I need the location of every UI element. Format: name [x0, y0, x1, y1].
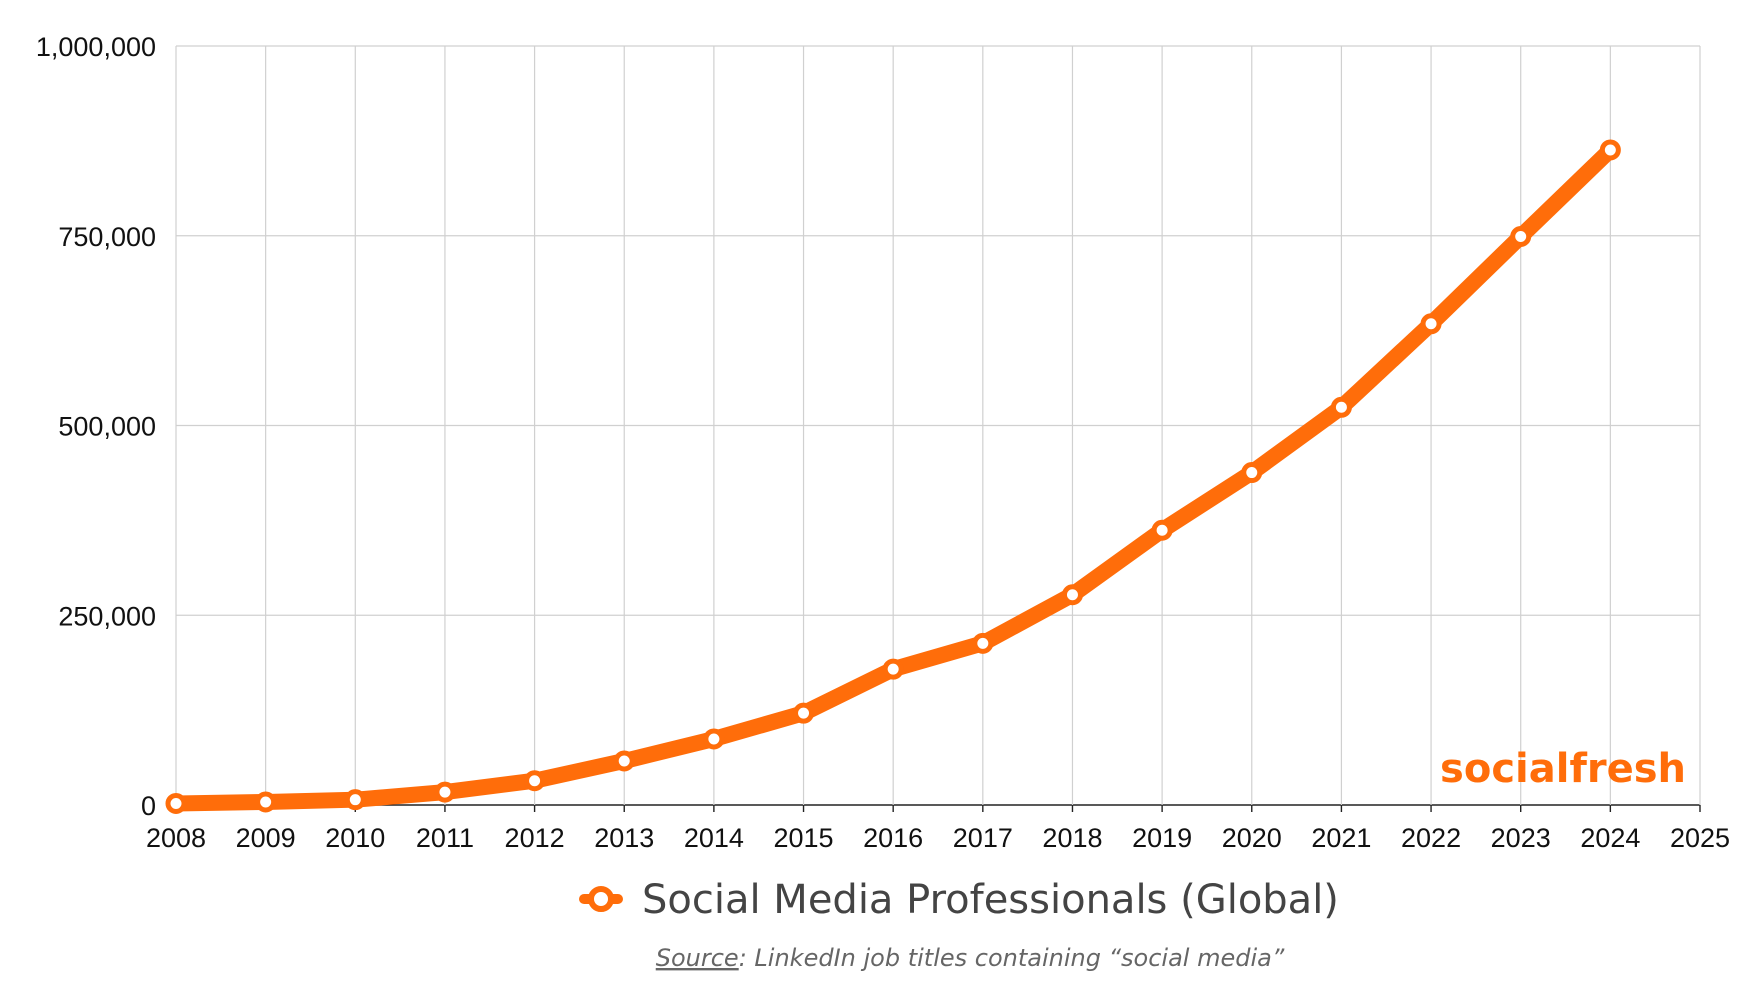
x-tick-label-6: 2014 — [684, 823, 744, 853]
series-layer — [165, 139, 1621, 814]
data-point-2015 — [793, 702, 815, 724]
x-tick-label-12: 2020 — [1222, 823, 1282, 853]
x-tick-label-13: 2021 — [1311, 823, 1371, 853]
legend: Social Media Professionals (Global) — [579, 877, 1339, 923]
x-tick-label-15: 2023 — [1491, 823, 1551, 853]
x-tick-label-8: 2016 — [863, 823, 923, 853]
data-point-2016 — [882, 658, 904, 680]
data-point-2018 — [1061, 584, 1083, 606]
source-note: Source: LinkedIn job titles containing “… — [656, 944, 1285, 972]
data-point-2014 — [703, 728, 725, 750]
x-tick-label-16: 2024 — [1580, 823, 1640, 853]
legend-label: Social Media Professionals (Global) — [642, 877, 1339, 923]
y-axis-ticks: 0 250,000 500,000 750,000 1,000,000 — [36, 32, 156, 821]
y-tick-label-0: 0 — [141, 791, 156, 821]
data-point-2023 — [1510, 226, 1532, 248]
x-tick-label-0: 2008 — [146, 823, 206, 853]
y-tick-label-4: 1,000,000 — [36, 32, 156, 62]
y-tick-label-2: 500,000 — [58, 412, 156, 442]
x-tick-label-9: 2017 — [953, 823, 1013, 853]
x-tick-label-11: 2019 — [1132, 823, 1192, 853]
data-point-2008 — [165, 792, 187, 814]
data-point-2020 — [1241, 462, 1263, 484]
x-tick-label-17: 2025 — [1670, 823, 1730, 853]
data-point-2017 — [972, 632, 994, 654]
data-point-2022 — [1420, 313, 1442, 335]
legend-point-marker — [588, 886, 614, 912]
source-text: : LinkedIn job titles containing “social… — [739, 944, 1285, 972]
x-tick-label-4: 2012 — [505, 823, 565, 853]
x-tick-label-3: 2011 — [416, 823, 474, 853]
data-point-2019 — [1151, 519, 1173, 541]
x-axis-ticks: 2008 2009 2010 2011 2012 2013 2014 2015 2016 2017… — [146, 805, 1730, 853]
x-tick-label-1: 2009 — [236, 823, 296, 853]
data-point-2024 — [1599, 139, 1621, 161]
source-prefix: Source — [656, 944, 739, 972]
x-tick-label-7: 2015 — [773, 823, 833, 853]
x-tick-label-10: 2018 — [1042, 823, 1102, 853]
data-point-2011 — [434, 781, 456, 803]
x-tick-label-2: 2010 — [325, 823, 385, 853]
data-point-2009 — [255, 791, 277, 813]
x-tick-label-5: 2013 — [594, 823, 654, 853]
x-tick-label-14: 2022 — [1401, 823, 1461, 853]
data-point-2013 — [613, 750, 635, 772]
data-point-2021 — [1330, 396, 1352, 418]
y-tick-label-3: 750,000 — [58, 222, 156, 252]
data-point-2010 — [344, 789, 366, 811]
chart-grid — [175, 45, 1701, 806]
watermark-logo: socialfresh — [1440, 746, 1686, 792]
data-point-2012 — [524, 770, 546, 792]
y-tick-label-1: 250,000 — [58, 601, 156, 631]
